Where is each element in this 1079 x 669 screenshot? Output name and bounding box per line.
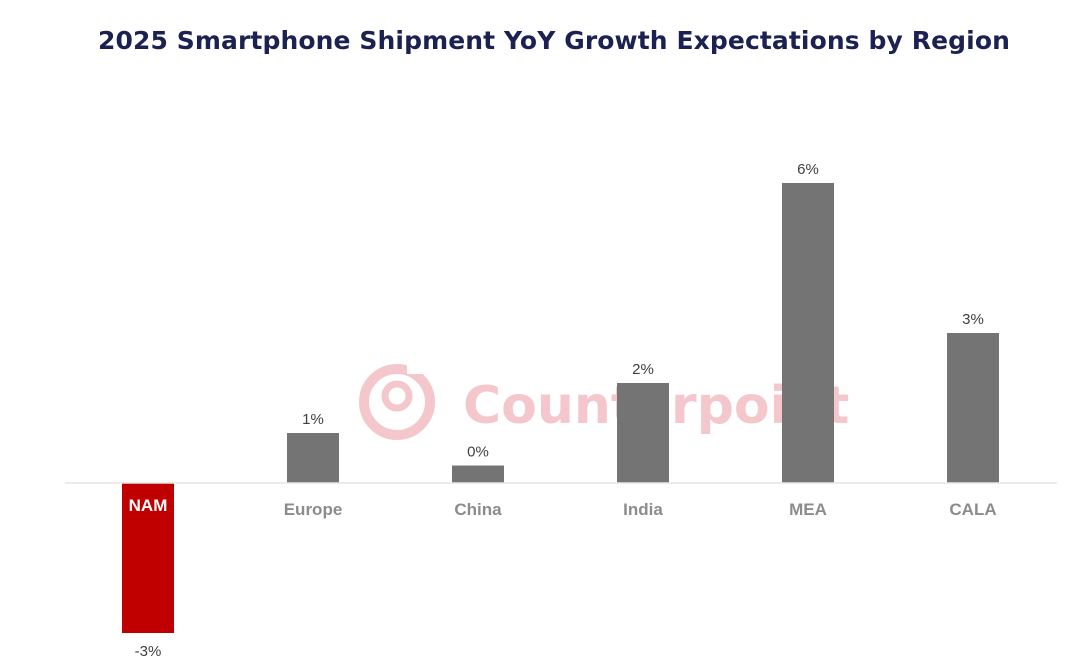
bar-nam	[122, 483, 174, 633]
chart-title: 2025 Smartphone Shipment YoY Growth Expe…	[97, 26, 1010, 55]
category-label-cala: CALA	[949, 500, 996, 519]
category-label-nam: NAM	[129, 496, 168, 515]
bar-europe	[287, 433, 339, 483]
category-label-china: China	[454, 500, 502, 519]
value-label-china: 0%	[467, 444, 489, 461]
category-label-india: India	[623, 500, 663, 519]
value-label-cala: 3%	[962, 311, 984, 328]
value-label-india: 2%	[632, 361, 654, 378]
counterpoint-logo-icon	[359, 352, 435, 440]
category-label-europe: Europe	[284, 500, 343, 519]
bar-cala	[947, 333, 999, 483]
bar-china	[452, 465, 504, 483]
value-label-europe: 1%	[302, 411, 324, 428]
bars-layer	[122, 183, 999, 633]
labels-layer: NAM -3% Europe 1% China 0% India 2% MEA 6% CALA 3%	[129, 161, 997, 660]
value-label-mea: 6%	[797, 161, 819, 178]
value-label-nam: -3%	[135, 643, 162, 660]
watermark: Counterpoint	[359, 352, 849, 440]
bar-india	[617, 383, 669, 483]
category-label-mea: MEA	[789, 500, 827, 519]
bar-mea	[782, 183, 834, 483]
